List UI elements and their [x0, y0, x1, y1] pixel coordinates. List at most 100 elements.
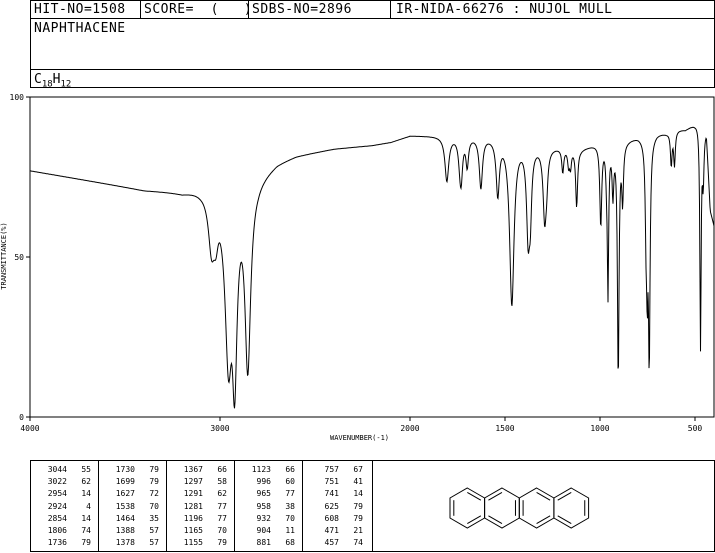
ir-spectrum-chart: 4000 3000 2000 1500 1000 500 0 50 100 WAVENUMBER… — [0, 93, 715, 442]
ir-nida-info: IR-NIDA-66276 : NUJOL MULL — [396, 2, 613, 17]
peak-row: 2854 14 — [31, 513, 99, 525]
peak-transmittance: 14 — [81, 489, 91, 499]
peak-wavenumber: 1388 — [115, 526, 135, 536]
formula-c-count: 18 — [41, 79, 53, 90]
peak-transmittance: 62 — [81, 477, 91, 487]
peak-row: 1155 79 — [167, 537, 235, 549]
peak-row: 457 74 — [303, 537, 371, 549]
peak-transmittance: 21 — [353, 526, 363, 536]
peak-transmittance: 70 — [217, 526, 227, 536]
double-bond — [536, 515, 551, 525]
peak-wavenumber: 2854 — [47, 513, 67, 523]
peak-wavenumber: 1123 — [251, 465, 271, 474]
peak-transmittance: 79 — [149, 465, 159, 474]
peak-wavenumber: 996 — [256, 477, 271, 487]
peak-wavenumber: 1196 — [183, 513, 203, 523]
peak-wavenumber: 1378 — [115, 538, 135, 548]
peak-table: 3044 55 3022 62 2954 14 2924 4 2854 14 1806 74 1736 7… — [30, 460, 373, 552]
peak-wavenumber: 1538 — [115, 501, 135, 511]
peak-row: 965 77 — [235, 488, 303, 500]
peak-wavenumber: 3022 — [47, 477, 67, 487]
peak-wavenumber: 1291 — [183, 489, 203, 499]
peak-transmittance: 79 — [81, 538, 91, 548]
peak-row: 1281 77 — [167, 501, 235, 513]
peak-wavenumber: 757 — [324, 465, 339, 474]
peak-transmittance: 60 — [285, 477, 295, 487]
peak-row: 1297 58 — [167, 476, 235, 488]
peak-transmittance: 35 — [149, 513, 159, 523]
formula-h-count: 12 — [60, 79, 72, 90]
peak-row: 1730 79 — [99, 464, 167, 476]
x-tick-label: 4000 — [20, 424, 39, 433]
peak-wavenumber: 751 — [324, 477, 339, 487]
x-tick-label: 500 — [688, 424, 703, 433]
peak-wavenumber: 932 — [256, 513, 271, 523]
peak-row: 1378 57 — [99, 537, 167, 549]
x-tick-label: 1000 — [590, 424, 609, 433]
peak-table-divider — [166, 461, 167, 551]
peak-row: 3022 62 — [31, 476, 99, 488]
peak-wavenumber: 1155 — [183, 538, 203, 548]
benzene-ring — [518, 487, 555, 529]
peak-wavenumber: 741 — [324, 489, 339, 499]
formula-c: C — [34, 72, 42, 87]
peak-transmittance: 11 — [285, 526, 295, 536]
benzene-ring — [449, 487, 486, 529]
peak-column: 1367 66 1297 58 1291 62 1281 77 1196 77 1165 70 1155… — [167, 464, 235, 549]
peak-wavenumber: 1736 — [47, 538, 67, 548]
peak-wavenumber: 1281 — [183, 501, 203, 511]
peak-row: 1538 70 — [99, 501, 167, 513]
peak-transmittance: 77 — [217, 501, 227, 511]
x-tick-label: 2000 — [400, 424, 419, 433]
peak-transmittance: 62 — [217, 489, 227, 499]
formula-h: H — [52, 72, 61, 87]
benzene-ring — [553, 487, 590, 529]
peak-transmittance: 67 — [353, 465, 363, 474]
peak-row: 751 41 — [303, 476, 371, 488]
peak-wavenumber: 2924 — [47, 501, 67, 511]
peak-column: 757 67 751 41 741 14 625 79 608 79 471 21 457 74 — [303, 464, 371, 549]
peak-transmittance: 66 — [217, 465, 227, 474]
peak-transmittance: 72 — [149, 489, 159, 499]
x-tick-label: 3000 — [210, 424, 229, 433]
peak-row: 1464 35 — [99, 513, 167, 525]
peak-transmittance: 38 — [285, 501, 295, 511]
y-tick-label: 100 — [10, 93, 25, 102]
peak-transmittance: 77 — [285, 489, 295, 499]
peak-transmittance: 66 — [285, 465, 295, 474]
compound-name: NAPHTHACENE — [34, 21, 126, 36]
score: SCORE= ( ) — [144, 2, 253, 17]
peak-transmittance: 58 — [217, 477, 227, 487]
peak-row: 1196 77 — [167, 513, 235, 525]
peak-transmittance: 70 — [149, 501, 159, 511]
y-tick-label: 0 — [19, 413, 24, 422]
peak-transmittance: 79 — [217, 538, 227, 548]
header-divider — [140, 0, 141, 19]
molecular-formula: C18H12 — [34, 72, 71, 90]
peak-wavenumber: 608 — [324, 513, 339, 523]
peak-transmittance: 79 — [353, 513, 363, 523]
peak-row: 1367 66 — [167, 464, 235, 476]
peak-row: 1736 79 — [31, 537, 99, 549]
peak-row: 757 67 — [303, 464, 371, 476]
peak-transmittance: 57 — [149, 526, 159, 536]
peak-row: 3044 55 — [31, 464, 99, 476]
peak-row: 904 11 — [235, 525, 303, 537]
peak-transmittance: 79 — [149, 477, 159, 487]
peak-transmittance: 77 — [217, 513, 227, 523]
peak-row: 741 14 — [303, 488, 371, 500]
peak-transmittance: 14 — [353, 489, 363, 499]
spectrum-line — [29, 126, 715, 409]
peak-wavenumber: 1627 — [115, 489, 135, 499]
peak-table-divider — [98, 461, 99, 551]
peak-wavenumber: 958 — [256, 501, 271, 511]
x-tick-label: 1500 — [495, 424, 514, 433]
peak-wavenumber: 1297 — [183, 477, 203, 487]
peak-wavenumber: 1165 — [183, 526, 203, 536]
peak-wavenumber: 457 — [324, 538, 339, 548]
peak-row: 1123 66 — [235, 464, 303, 476]
peak-row: 1627 72 — [99, 488, 167, 500]
peak-transmittance: 57 — [149, 538, 159, 548]
peak-row: 1388 57 — [99, 525, 167, 537]
compound-divider — [30, 69, 715, 70]
